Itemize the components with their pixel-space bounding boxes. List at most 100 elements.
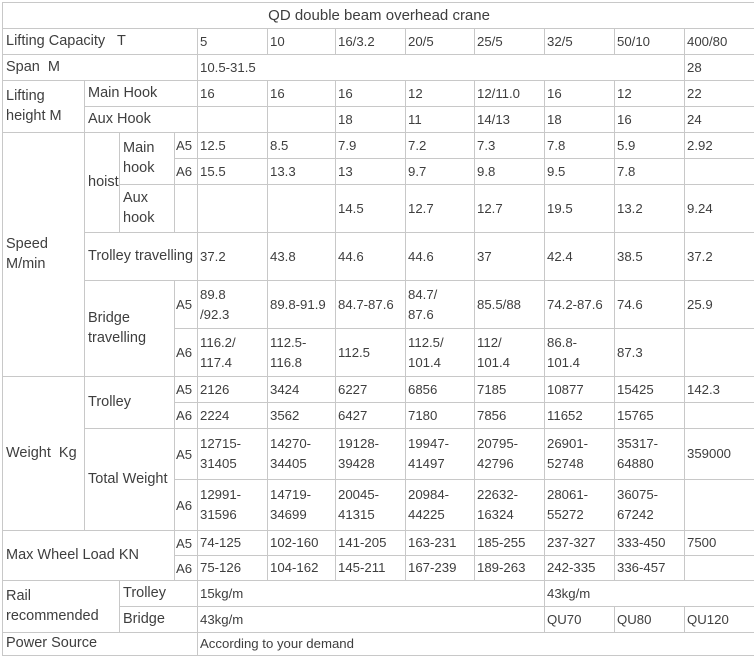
value-cell: 37 xyxy=(475,233,545,281)
value-cell: 9.24 xyxy=(685,185,754,233)
value-cell: 141-205 xyxy=(336,531,406,556)
rail-trolley-left-cell: 15kg/m xyxy=(198,581,545,607)
table-row: Rail recommended Trolley 15kg/m 43kg/m xyxy=(3,581,754,607)
value-cell: 9.8 xyxy=(475,159,545,185)
value-cell: 10877 xyxy=(545,377,615,403)
sub-label-hoist-aux-hook: Aux hook xyxy=(120,185,175,233)
table-row: Lifting Capacity T 5 10 16/3.2 20/5 25/5… xyxy=(3,29,754,55)
value-cell: 11652 xyxy=(545,403,615,429)
grade-cell: A5 xyxy=(175,531,198,556)
table-row: Lifting height M Main Hook 16 16 16 12 1… xyxy=(3,81,754,107)
value-cell: 13 xyxy=(336,159,406,185)
value-cell: 74.6 xyxy=(615,281,685,329)
sub-label-bridge-travelling: Bridge travelling xyxy=(85,281,175,377)
value-cell: 22 xyxy=(685,81,754,107)
value-cell: 7.9 xyxy=(336,133,406,159)
table-row: Max Wheel Load KN A5 74-125 102-160 141-… xyxy=(3,531,754,556)
grade-cell: A6 xyxy=(175,329,198,377)
value-cell: 19.5 xyxy=(545,185,615,233)
rail-qu-cell: QU70 xyxy=(545,607,615,633)
table-row: Total Weight A5 12715- 31405 14270- 3440… xyxy=(3,429,754,480)
value-cell: 74-125 xyxy=(198,531,268,556)
value-cell: 75-126 xyxy=(198,556,268,581)
span-main-cell: 10.5-31.5 xyxy=(198,55,685,81)
value-cell: 3424 xyxy=(268,377,336,403)
sub-label-trolley-travelling: Trolley travelling xyxy=(85,233,198,281)
value-cell: 74.2-87.6 xyxy=(545,281,615,329)
value-cell: 2.92 xyxy=(685,133,754,159)
value-cell: 6227 xyxy=(336,377,406,403)
capacity-cell: 5 xyxy=(198,29,268,55)
sub-label-rail-bridge: Bridge xyxy=(120,607,198,633)
value-cell: 102-160 xyxy=(268,531,336,556)
value-cell: 13.3 xyxy=(268,159,336,185)
value-cell: 7.8 xyxy=(545,133,615,159)
value-cell: 18 xyxy=(545,107,615,133)
value-cell: 16 xyxy=(615,107,685,133)
row-label-speed: Speed M/min xyxy=(3,133,85,377)
value-cell: 28061- 55272 xyxy=(545,480,615,531)
row-label-span: Span M xyxy=(3,55,198,81)
capacity-cell: 20/5 xyxy=(406,29,475,55)
value-cell: 2224 xyxy=(198,403,268,429)
value-cell: 38.5 xyxy=(615,233,685,281)
value-cell: 35317- 64880 xyxy=(615,429,685,480)
value-cell: 12715- 31405 xyxy=(198,429,268,480)
value-cell: 112.5- 116.8 xyxy=(268,329,336,377)
value-cell xyxy=(198,185,268,233)
value-cell: 116.2/ 117.4 xyxy=(198,329,268,377)
value-cell: 44.6 xyxy=(406,233,475,281)
value-cell: 84.7-87.6 xyxy=(336,281,406,329)
value-cell: 13.2 xyxy=(615,185,685,233)
row-label-rail-recommended: Rail recommended xyxy=(3,581,120,633)
value-cell: 24 xyxy=(685,107,754,133)
value-cell xyxy=(268,185,336,233)
value-cell: 237-327 xyxy=(545,531,615,556)
value-cell: 37.2 xyxy=(685,233,754,281)
grade-cell: A5 xyxy=(175,133,198,159)
value-cell: 185-255 xyxy=(475,531,545,556)
value-cell: 12991- 31596 xyxy=(198,480,268,531)
value-cell: 87.3 xyxy=(615,329,685,377)
value-cell: 43.8 xyxy=(268,233,336,281)
value-cell: 15425 xyxy=(615,377,685,403)
value-cell: 7856 xyxy=(475,403,545,429)
capacity-cell: 32/5 xyxy=(545,29,615,55)
value-cell xyxy=(685,556,754,581)
capacity-cell: 10 xyxy=(268,29,336,55)
value-cell: 9.5 xyxy=(545,159,615,185)
value-cell: 189-263 xyxy=(475,556,545,581)
value-cell: 12.7 xyxy=(475,185,545,233)
value-cell: 12 xyxy=(615,81,685,107)
grade-cell xyxy=(175,185,198,233)
value-cell: 25.9 xyxy=(685,281,754,329)
grade-cell: A6 xyxy=(175,403,198,429)
value-cell: 104-162 xyxy=(268,556,336,581)
value-cell: 14/13 xyxy=(475,107,545,133)
sub-label-aux-hook: Aux Hook xyxy=(85,107,198,133)
grade-cell: A6 xyxy=(175,556,198,581)
sub-label-total-weight: Total Weight xyxy=(85,429,175,531)
row-label-max-wheel-load: Max Wheel Load KN xyxy=(3,531,175,581)
value-cell: 16 xyxy=(336,81,406,107)
value-cell: 19947- 41497 xyxy=(406,429,475,480)
value-cell xyxy=(685,159,754,185)
value-cell: 16 xyxy=(268,81,336,107)
value-cell: 12.5 xyxy=(198,133,268,159)
value-cell: 86.8- 101.4 xyxy=(545,329,615,377)
value-cell: 12/11.0 xyxy=(475,81,545,107)
value-cell: 2126 xyxy=(198,377,268,403)
value-cell xyxy=(198,107,268,133)
value-cell xyxy=(685,480,754,531)
table-row: QD double beam overhead crane xyxy=(3,3,754,29)
value-cell: 44.6 xyxy=(336,233,406,281)
value-cell: 333-450 xyxy=(615,531,685,556)
value-cell: 142.3 xyxy=(685,377,754,403)
value-cell: 19128- 39428 xyxy=(336,429,406,480)
value-cell: 145-211 xyxy=(336,556,406,581)
value-cell: 7180 xyxy=(406,403,475,429)
value-cell: 20795- 42796 xyxy=(475,429,545,480)
row-label-weight: Weight Kg xyxy=(3,377,85,531)
value-cell: 12.7 xyxy=(406,185,475,233)
value-cell: 167-239 xyxy=(406,556,475,581)
